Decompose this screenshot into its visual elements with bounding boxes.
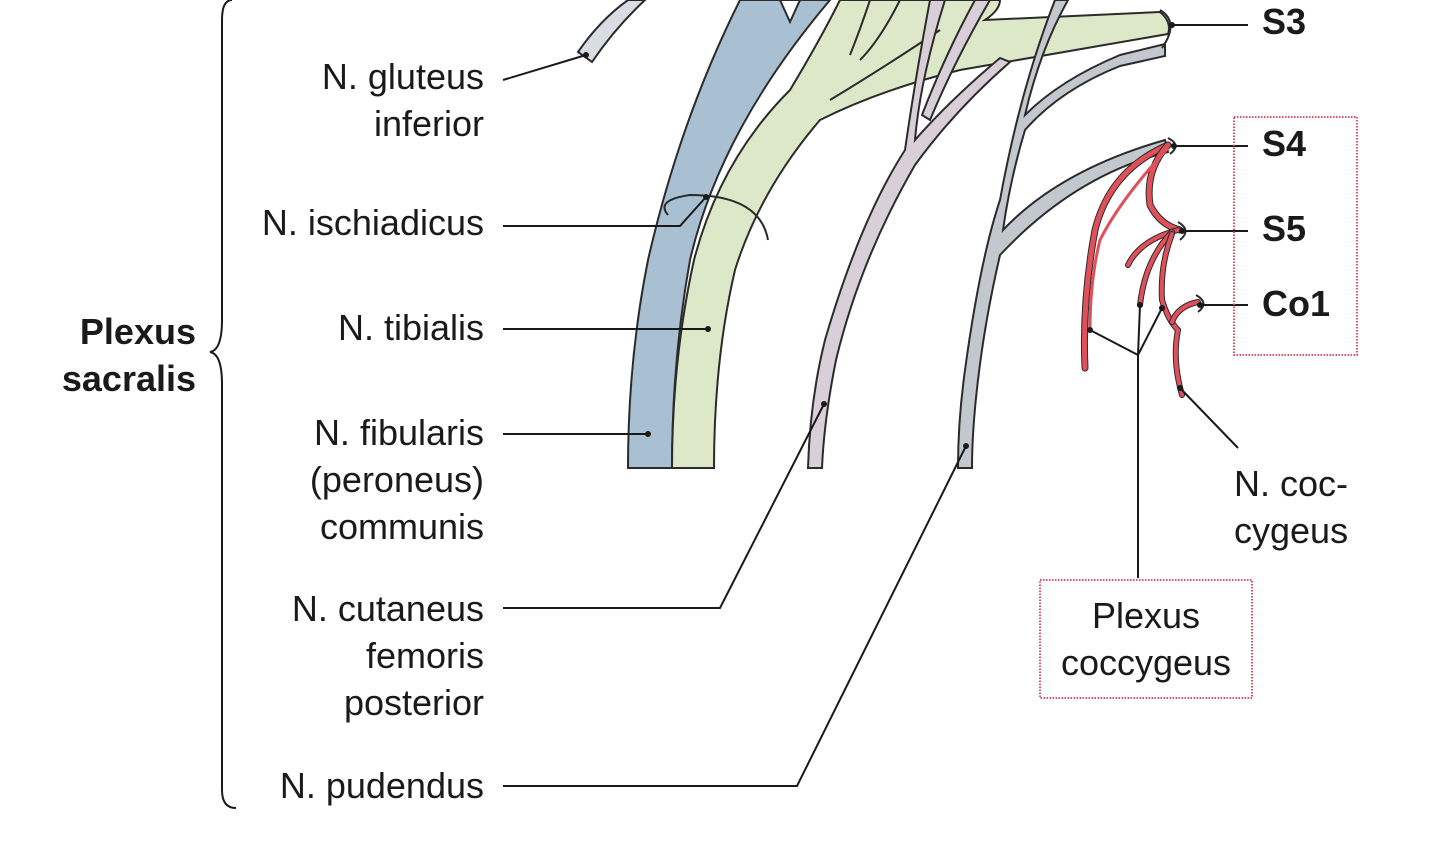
label-line: N. pudendus — [279, 765, 484, 806]
plexus-sacralis-line-2: sacralis — [61, 358, 196, 399]
segments-highlight-box — [1233, 116, 1358, 356]
label-line: N. coc- — [1234, 463, 1349, 504]
plexus-sacralis-label: Plexus sacralis — [40, 308, 196, 402]
leader-plexus-coccygeus-a — [1089, 329, 1139, 356]
tibialis-nerve — [670, 0, 1170, 469]
leader-dots — [583, 22, 1203, 449]
label-gluteus-inferior: N. gluteus inferior — [322, 53, 484, 147]
leader-cutaneus — [503, 403, 825, 609]
leader-plexus-coccygeus-b — [1137, 304, 1141, 356]
plexus-sacralis-line-1: Plexus — [79, 311, 196, 352]
plexus-coccygeus-highlight-box — [1039, 579, 1253, 699]
cutaneus-femoris-posterior-nerve — [806, 0, 1012, 469]
leader-ischiadicus — [503, 196, 707, 227]
tibialis-fiber-line — [849, 0, 871, 56]
label-line: N. cutaneus — [291, 588, 484, 629]
label-plexus-coccygeus: Plexus coccygeus — [1040, 592, 1252, 686]
leader-gluteus-inferior — [502, 54, 587, 81]
coccygeal-plexus — [1080, 137, 1205, 398]
label-line: coccygeus — [1060, 642, 1232, 683]
label-line: posterior — [343, 682, 484, 723]
leader-lines — [502, 24, 1248, 787]
ischiadicus-arc — [663, 193, 769, 241]
segment-co1: Co1 — [1262, 283, 1331, 324]
label-tibialis: N. tibialis — [338, 304, 484, 351]
leader-coccygeus — [1179, 387, 1239, 449]
segment-s3: S3 — [1262, 1, 1307, 42]
segment-s4: S4 — [1262, 123, 1307, 164]
segment-s5: S5 — [1262, 208, 1307, 249]
label-fibularis: N. fibularis (peroneus) communis — [310, 409, 484, 550]
label-line: femoris — [365, 635, 484, 676]
label-line: N. ischiadicus — [261, 202, 484, 243]
label-line: communis — [319, 506, 484, 547]
leader-pudendus — [503, 445, 967, 787]
tibialis-fiber-line — [859, 0, 901, 61]
leader-plexus-coccygeus-c — [1137, 307, 1163, 356]
label-line: N. gluteus — [321, 56, 484, 97]
label-pudendus: N. pudendus — [280, 762, 484, 809]
label-cutaneus-femoris-posterior: N. cutaneus femoris posterior — [292, 585, 484, 726]
label-line: cygeus — [1234, 510, 1349, 551]
label-line: inferior — [373, 103, 484, 144]
label-line: N. tibialis — [337, 307, 484, 348]
label-line: Plexus — [1091, 595, 1201, 636]
pudendus-nerve — [956, 0, 1170, 469]
label-ischiadicus: N. ischiadicus — [262, 199, 484, 246]
ischiadicus-branch-gap — [778, 0, 802, 25]
label-coccygeus: N. coc- cygeus — [1234, 460, 1348, 554]
label-line: N. fibularis — [313, 412, 484, 453]
cutaneus-branch — [920, 0, 992, 122]
gluteus-inferior-nerve — [576, 0, 647, 64]
plexus-sacralis-brace — [209, 0, 237, 809]
label-line: (peroneus) — [309, 459, 484, 500]
